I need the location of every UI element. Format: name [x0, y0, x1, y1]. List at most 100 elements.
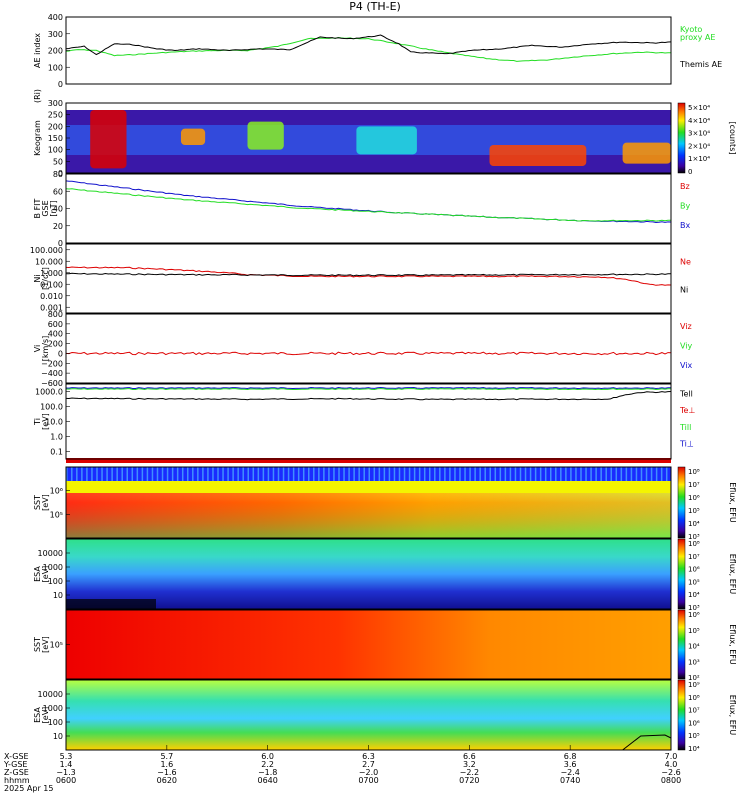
sst-ion-stripe — [635, 467, 638, 481]
sst-ion-stripe — [116, 467, 118, 481]
ytick-label-ae: 0 — [58, 80, 63, 89]
sst-ion-stripe — [292, 467, 295, 481]
sst-ion-stripe — [217, 467, 219, 481]
sst-ion-stripe — [610, 467, 612, 481]
sst-ion-stripe — [544, 467, 547, 481]
colorbar-label-esa_ion: Eflux, EFU — [728, 554, 737, 595]
panel-frame-temperature — [65, 383, 672, 460]
sst-ion-stripe — [101, 467, 103, 481]
sst-ion-stripe — [151, 467, 154, 481]
colorbar-sst_ion — [677, 466, 686, 539]
ytick-label-bfield: 20 — [53, 222, 63, 231]
ytick-label-velocity: 800 — [48, 310, 63, 319]
sst-ion-stripe — [605, 467, 607, 481]
colorbar-tick-sst_ion: 10⁵ — [688, 507, 700, 515]
ylabel-bfield: B FIT — [33, 198, 42, 218]
colorbar-label-keogram: [counts] — [728, 122, 737, 155]
sst-ion-stripe — [560, 467, 562, 481]
ylabel-density: [1/cc] — [41, 267, 50, 290]
sst-ion-stripe — [439, 467, 441, 481]
ytick-label-velocity: 0 — [58, 349, 63, 358]
xtick-label: 0740 — [560, 776, 580, 785]
xtick-label: 7.0 — [665, 752, 678, 761]
keogram-band — [247, 121, 284, 150]
esa-ion-low-dark — [66, 599, 156, 609]
ytick-label-sst_ion: 10⁶ — [50, 487, 63, 496]
sst-ion-stripe — [650, 467, 653, 481]
ylabel-sst_ion: SST — [33, 495, 42, 510]
ylabel-bfield: GSE — [41, 200, 50, 216]
ytick-label-ae: 200 — [48, 47, 63, 56]
series-ae-themis-ae — [65, 34, 672, 56]
sst-ion-stripe — [459, 467, 461, 481]
sst-ion-stripe — [76, 467, 78, 481]
colorbar-tick-esa_elec: 10⁶ — [688, 719, 700, 727]
keogram-band — [356, 126, 417, 155]
sst-ion-stripe — [166, 467, 169, 481]
esa-elec-scpot-line — [622, 734, 672, 751]
ytick-label-esa_elec: 10000 — [38, 690, 63, 699]
sst-ion-stripe — [570, 467, 572, 481]
colorbar-label-sst_elec: Eflux, EFU — [728, 624, 737, 665]
colorbar-tick-keogram: 0 — [688, 168, 692, 176]
xaxis-row-label: Y-GSE — [3, 760, 27, 769]
xtick-label: 3.6 — [564, 760, 577, 769]
sst-ion-stripe — [156, 467, 159, 481]
xtick-label: −2.4 — [560, 768, 579, 777]
series-bfield-bx — [65, 180, 672, 224]
colorbar-tick-sst_elec: 10³ — [688, 658, 700, 666]
ylabel-velocity: Vi — [33, 345, 42, 353]
ytick-label-esa_elec: 1000 — [43, 704, 63, 713]
xtick-label: 0640 — [257, 776, 277, 785]
ytick-label-velocity: −400 — [41, 369, 63, 378]
colorbar-tick-sst_ion: 10⁴ — [688, 520, 700, 528]
sst-ion-stripe — [615, 467, 618, 481]
sst-ion-stripe — [534, 467, 537, 481]
colorbar-tick-esa_elec: 10⁵ — [688, 732, 700, 740]
panel-frame-bfield — [65, 173, 672, 244]
sst-ion-stripe — [449, 467, 451, 481]
xtick-label: 0600 — [56, 776, 76, 785]
ytick-label-keogram: 150 — [48, 134, 63, 143]
sst-ion-stripe — [187, 467, 189, 481]
colorbar-tick-esa_elec: 10⁷ — [688, 707, 700, 715]
ylabel-temperature: Ti — [33, 418, 42, 426]
ytick-label-velocity: 200 — [48, 340, 63, 349]
xtick-label: −2.2 — [460, 768, 479, 777]
colorbar-tick-sst_elec: 10⁵ — [688, 627, 700, 635]
colorbar-tick-esa_ion: 10⁷ — [688, 553, 700, 561]
sst-ion-stripe — [595, 467, 597, 481]
sst-ion-stripe — [388, 467, 391, 481]
legend-density: Ni — [680, 285, 688, 294]
ytick-label-velocity: −200 — [41, 359, 63, 368]
sst-ion-stripe — [645, 467, 648, 481]
legend-ae: proxy AE — [680, 33, 715, 42]
series-ae-kyoto-proxy-ae — [65, 36, 672, 62]
sst-ion-stripe — [434, 467, 436, 481]
legend-velocity: Viy — [680, 342, 693, 351]
sst-ion-stripe — [413, 467, 416, 481]
legend-temperature: Till — [679, 423, 691, 432]
colorbar-label-esa_elec: Eflux, EFU — [728, 695, 737, 736]
sst-ion-stripe — [308, 467, 310, 481]
sst-ion-stripe — [393, 467, 396, 481]
sst-ion-stripe — [575, 467, 577, 481]
colorbar-tick-sst_ion: 10⁷ — [688, 481, 700, 489]
colorbar-tick-sst_ion: 10⁸ — [688, 468, 700, 476]
xtick-label: 5.3 — [60, 752, 73, 761]
colorbar-tick-sst_ion: 10⁶ — [688, 494, 700, 502]
series-density-ne — [65, 266, 672, 286]
sst-ion-stripe — [242, 467, 244, 481]
xtick-label: 0620 — [157, 776, 177, 785]
xtick-label: 6.6 — [463, 752, 476, 761]
sst-ion-stripe — [353, 467, 355, 481]
sst-ion-stripe — [640, 467, 643, 481]
colorbar-tick-keogram: 4×10⁴ — [688, 117, 710, 125]
page-title: P4 (TH-E) — [349, 0, 401, 13]
colorbar-tick-sst_elec: 10⁶ — [688, 611, 700, 619]
legend-bfield: Bx — [680, 221, 690, 230]
sst-ion-stripe — [197, 467, 199, 481]
sst-ion-stripe — [222, 467, 224, 481]
sst-ion-stripe — [590, 467, 592, 481]
